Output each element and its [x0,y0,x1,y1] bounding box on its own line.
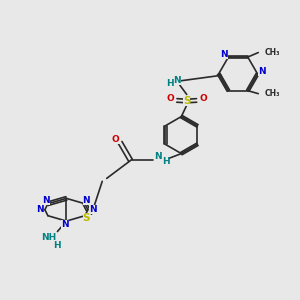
Text: CH₃: CH₃ [264,89,280,98]
Text: H: H [162,158,169,166]
Text: N: N [43,196,50,205]
Text: O: O [112,135,119,144]
Text: NH: NH [41,233,56,242]
Text: N: N [154,152,161,161]
Text: N: N [173,76,181,85]
Text: N: N [258,67,266,76]
Text: N: N [36,205,43,214]
Text: N: N [89,205,97,214]
Text: S: S [82,213,90,223]
Text: N: N [220,50,228,59]
Text: N: N [61,220,69,229]
Text: CH₃: CH₃ [264,48,280,57]
Text: O: O [167,94,174,103]
Text: O: O [199,94,207,103]
Text: H: H [53,241,60,250]
Text: S: S [183,96,190,106]
Text: N: N [82,196,90,205]
Text: H: H [166,79,173,88]
